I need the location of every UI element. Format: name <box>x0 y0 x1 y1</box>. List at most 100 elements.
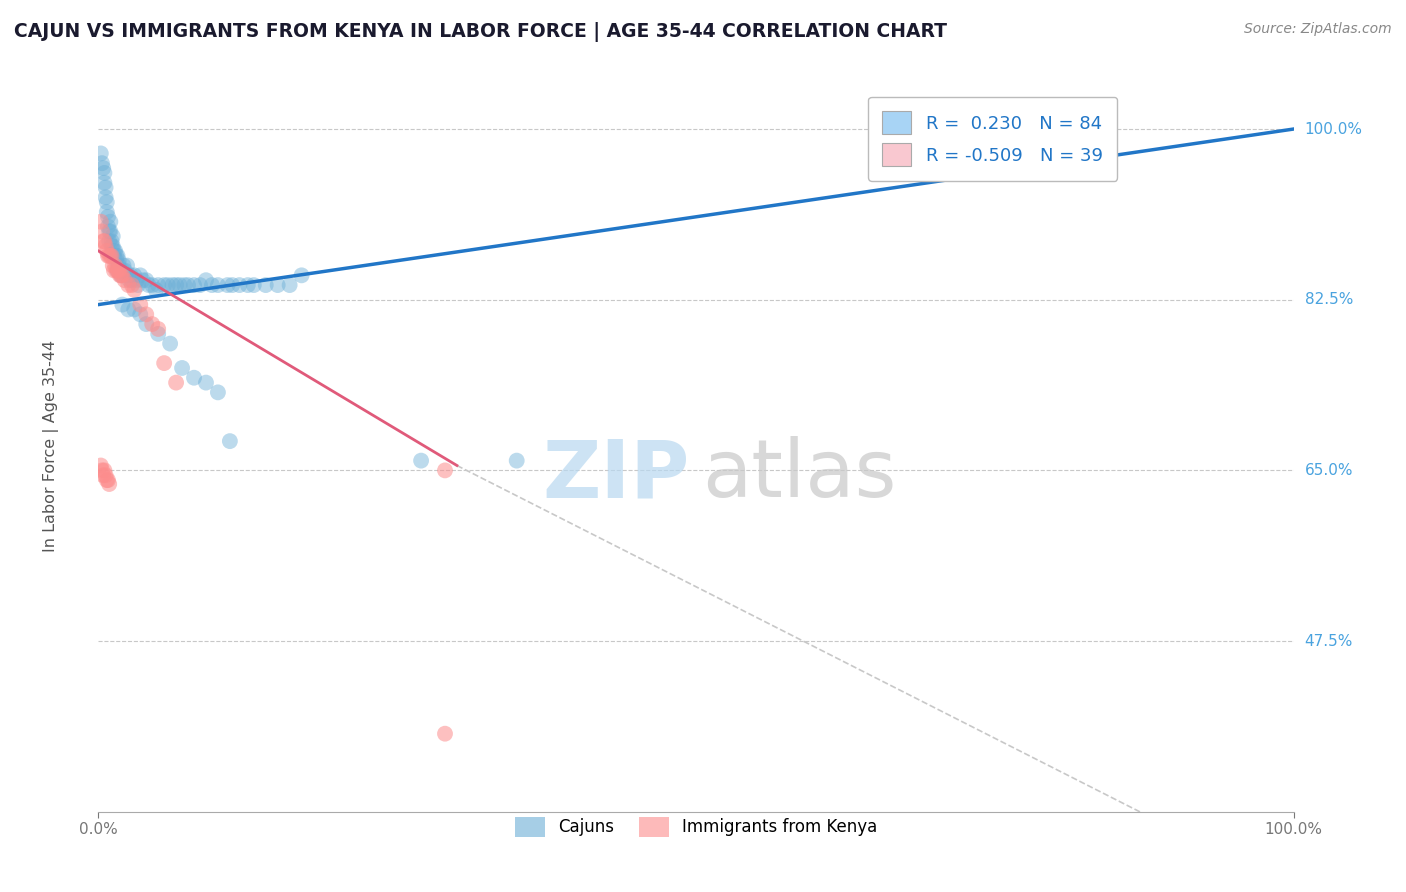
Point <box>195 273 218 287</box>
Point <box>94 180 117 194</box>
Point <box>117 278 139 293</box>
Point <box>98 249 121 263</box>
Point <box>98 477 121 491</box>
Text: Source: ZipAtlas.com: Source: ZipAtlas.com <box>1244 22 1392 37</box>
Point <box>125 273 148 287</box>
Point <box>148 326 170 341</box>
Point <box>115 268 138 283</box>
Point <box>93 463 115 477</box>
Point <box>101 239 124 253</box>
Point <box>94 468 117 483</box>
Point <box>100 239 122 253</box>
Point <box>183 370 205 384</box>
Point <box>98 215 122 229</box>
Point <box>177 278 200 293</box>
Point <box>153 356 176 370</box>
Point <box>107 249 129 263</box>
Text: CAJUN VS IMMIGRANTS FROM KENYA IN LABOR FORCE | AGE 35-44 CORRELATION CHART: CAJUN VS IMMIGRANTS FROM KENYA IN LABOR … <box>14 22 948 42</box>
Point <box>107 263 129 277</box>
Point <box>104 244 127 258</box>
Point <box>108 263 131 277</box>
Point <box>107 259 129 273</box>
Point <box>120 268 142 283</box>
Point <box>156 278 179 293</box>
Point <box>236 278 259 293</box>
Point <box>135 317 157 331</box>
Point <box>96 205 118 219</box>
Point <box>129 268 152 283</box>
Point <box>195 376 218 390</box>
Point <box>91 161 114 175</box>
Point <box>165 278 187 293</box>
Point <box>267 278 290 293</box>
Point <box>91 468 114 483</box>
Point <box>159 336 181 351</box>
Point <box>117 268 139 283</box>
Point <box>188 278 211 293</box>
Point <box>434 727 457 741</box>
Point <box>108 268 131 283</box>
Point <box>96 473 118 487</box>
Point <box>101 229 124 244</box>
Text: 100.0%: 100.0% <box>1305 121 1362 136</box>
Point <box>94 190 117 204</box>
Point <box>135 307 157 321</box>
Point <box>94 239 117 253</box>
Point <box>506 453 529 467</box>
Point <box>254 278 277 293</box>
Point <box>96 195 118 210</box>
Point <box>101 259 124 273</box>
Point <box>105 249 128 263</box>
Point <box>129 297 152 311</box>
Point <box>148 278 170 293</box>
Point <box>207 278 229 293</box>
Point <box>141 317 163 331</box>
Point <box>207 385 229 400</box>
Point <box>90 458 112 473</box>
Point <box>291 268 314 283</box>
Point <box>107 263 129 277</box>
Point <box>172 361 194 376</box>
Point <box>162 278 184 293</box>
Point <box>121 278 143 293</box>
Point <box>103 244 125 258</box>
Text: 47.5%: 47.5% <box>1305 633 1353 648</box>
Point <box>100 249 122 263</box>
Point <box>221 278 243 293</box>
Point <box>98 224 121 238</box>
Point <box>98 234 121 248</box>
Point <box>153 278 176 293</box>
Point <box>117 302 139 317</box>
Point <box>90 146 112 161</box>
Text: In Labor Force | Age 35-44: In Labor Force | Age 35-44 <box>42 340 59 552</box>
Point <box>145 283 167 297</box>
Point <box>110 268 132 283</box>
Point <box>91 463 114 477</box>
Point <box>121 273 143 287</box>
Point <box>118 273 141 287</box>
Point <box>107 263 129 277</box>
Legend: Cajuns, Immigrants from Kenya: Cajuns, Immigrants from Kenya <box>508 810 884 844</box>
Point <box>114 273 136 287</box>
Point <box>104 259 127 273</box>
Text: ZIP: ZIP <box>543 436 690 515</box>
Point <box>107 253 129 268</box>
Point <box>228 278 250 293</box>
Point <box>434 463 457 477</box>
Text: 82.5%: 82.5% <box>1305 293 1353 307</box>
Point <box>129 307 152 321</box>
Point <box>278 278 301 293</box>
Point <box>93 176 115 190</box>
Point <box>103 249 125 263</box>
Point <box>169 278 191 293</box>
Point <box>124 268 146 283</box>
Point <box>105 263 128 277</box>
Point <box>97 473 120 487</box>
Point <box>219 434 242 449</box>
Point <box>111 268 134 283</box>
Point <box>91 224 114 238</box>
Point <box>124 302 146 317</box>
Point <box>124 283 146 297</box>
Point <box>217 278 239 293</box>
Point <box>141 278 163 293</box>
